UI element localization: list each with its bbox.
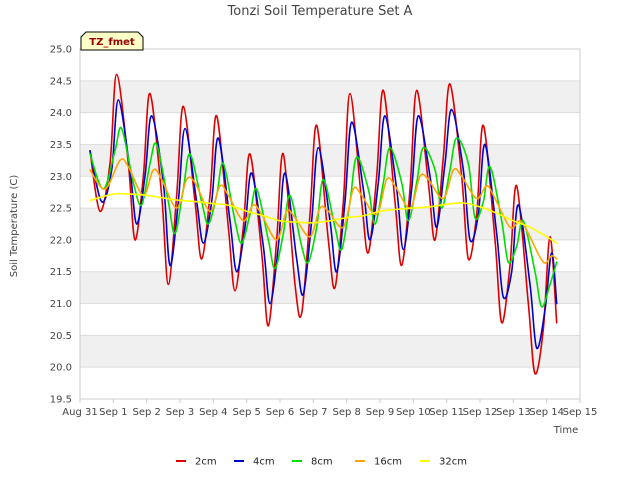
legend-label-4cm: 4cm [253,457,275,468]
series-line-2cm [89,73,558,375]
y-tick-label: 21.0 [50,299,72,310]
plot-area-frame [79,48,581,400]
y-axis-title: Soil Temperature (C) [9,175,20,278]
x-tick-label: Sep 3 [166,407,194,418]
y-tick-label: 23.5 [50,140,72,151]
legend-label-16cm: 16cm [374,457,402,468]
site-label-box: TZ_fmet [80,31,144,51]
x-tick-label: Sep 6 [266,407,294,418]
x-tick-label: Sep 1 [99,407,127,418]
y-tick-label: 20.5 [50,331,72,342]
x-axis-title: Time [553,425,578,436]
y-tick-label: 20.0 [50,363,72,374]
x-tick-label: Sep 10 [396,407,431,418]
series-line-16cm [89,158,558,264]
plot-background-bands [80,80,580,368]
legend-label-32cm: 32cm [439,457,467,468]
legend-label-2cm: 2cm [195,457,217,468]
x-tick-label: Sep 15 [563,407,598,418]
y-tick-label: 22.5 [50,204,72,215]
x-tick-label: Sep 8 [332,407,360,418]
y-tick-label: 25.0 [50,45,72,56]
grid-band [80,80,580,113]
legend-label-8cm: 8cm [311,457,333,468]
x-axis-ticks: Aug 31 Sep 1 Sep 2 Sep 3 Sep 4 Sep 5 Sep 6 Sep … [62,399,597,418]
x-tick-label: Sep 13 [496,407,531,418]
series-lines [89,73,558,375]
x-tick-label: Sep 5 [232,407,260,418]
chart-title: Tonzi Soil Temperature Set A [227,4,413,19]
grid-band [80,271,580,304]
x-tick-label: Sep 2 [132,407,160,418]
y-tick-label: 19.5 [50,395,72,406]
series-line-8cm [89,126,558,308]
y-tick-label: 24.5 [50,76,72,87]
y-axis-ticks: 19.5 20.0 20.5 21.0 21.5 22.0 22.5 23.0 23.5 24.0… [50,45,72,406]
x-tick-label: Sep 14 [529,407,564,418]
x-tick-label: Sep 9 [366,407,394,418]
y-tick-label: 23.0 [50,172,72,183]
y-tick-label: 21.5 [50,267,72,278]
y-tick-label: 24.0 [50,108,72,119]
x-tick-label: Aug 31 [62,407,97,418]
site-label-text: TZ_fmet [89,37,135,48]
y-tick-label: 22.0 [50,235,72,246]
x-tick-label: Sep 12 [463,407,498,418]
legend: 2cm 4cm 8cm 16cm 32cm [176,457,467,468]
grid-band [80,335,580,368]
x-tick-label: Sep 7 [299,407,327,418]
series-line-32cm [89,192,558,244]
x-tick-label: Sep 11 [429,407,464,418]
grid-band [80,144,580,177]
x-tick-label: Sep 4 [199,407,227,418]
